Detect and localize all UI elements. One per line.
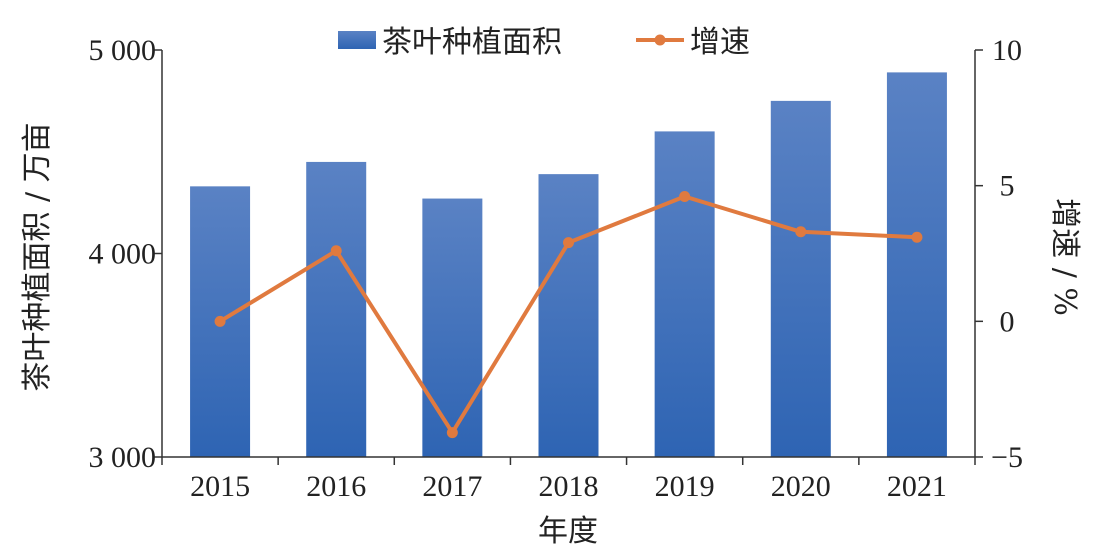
y2-axis-title: 增速 / % xyxy=(1047,198,1082,316)
x-axis-ticks: 2015 2016 2017 2018 2019 2020 2021 xyxy=(161,457,976,503)
growth-point-2021 xyxy=(911,231,923,243)
x-tick-label: 2017 xyxy=(422,470,482,503)
y2-tick-label: 0 xyxy=(1000,305,1015,338)
y-axis-title: 茶叶种植面积 / 万亩 xyxy=(20,122,55,391)
bar-2019 xyxy=(654,131,715,457)
left-axis-ticks: 3 000 4 000 5 000 xyxy=(89,34,162,474)
growth-line-series xyxy=(214,191,923,439)
x-tick-label: 2019 xyxy=(655,470,715,503)
right-axis-ticks: −5 0 5 10 xyxy=(975,34,1023,474)
bar-2018 xyxy=(538,174,599,457)
growth-point-2018 xyxy=(563,237,574,249)
y2-tick-label: 10 xyxy=(992,34,1022,67)
x-tick-label: 2015 xyxy=(190,470,250,503)
x-tick-label: 2016 xyxy=(306,470,366,503)
bar-2016 xyxy=(306,161,367,458)
bar-2020 xyxy=(770,100,831,457)
growth-point-2017 xyxy=(446,427,458,439)
bar-series xyxy=(190,72,947,458)
x-tick-label: 2020 xyxy=(771,470,831,503)
growth-point-2016 xyxy=(330,245,342,257)
bar-2017 xyxy=(422,198,483,457)
x-axis-title: 年度 xyxy=(538,514,598,549)
y-tick-label: 5 000 xyxy=(89,34,157,67)
y2-tick-label: −5 xyxy=(991,441,1023,474)
x-tick-label: 2018 xyxy=(539,470,599,503)
y-tick-label: 4 000 xyxy=(89,238,157,271)
growth-point-2019 xyxy=(679,191,691,203)
bar-2021 xyxy=(886,72,947,457)
legend-bar-label: 茶叶种植面积 xyxy=(382,25,562,60)
legend-line-marker xyxy=(654,34,666,46)
x-tick-label: 2021 xyxy=(887,470,947,503)
growth-point-2015 xyxy=(214,315,226,327)
y-tick-label: 3 000 xyxy=(89,441,157,474)
legend-line-label: 增速 xyxy=(690,25,750,60)
y2-tick-label: 5 xyxy=(1000,170,1015,203)
growth-point-2020 xyxy=(795,226,807,238)
legend-bar-swatch xyxy=(338,31,376,49)
legend: 茶叶种植面积 增速 xyxy=(338,25,750,60)
